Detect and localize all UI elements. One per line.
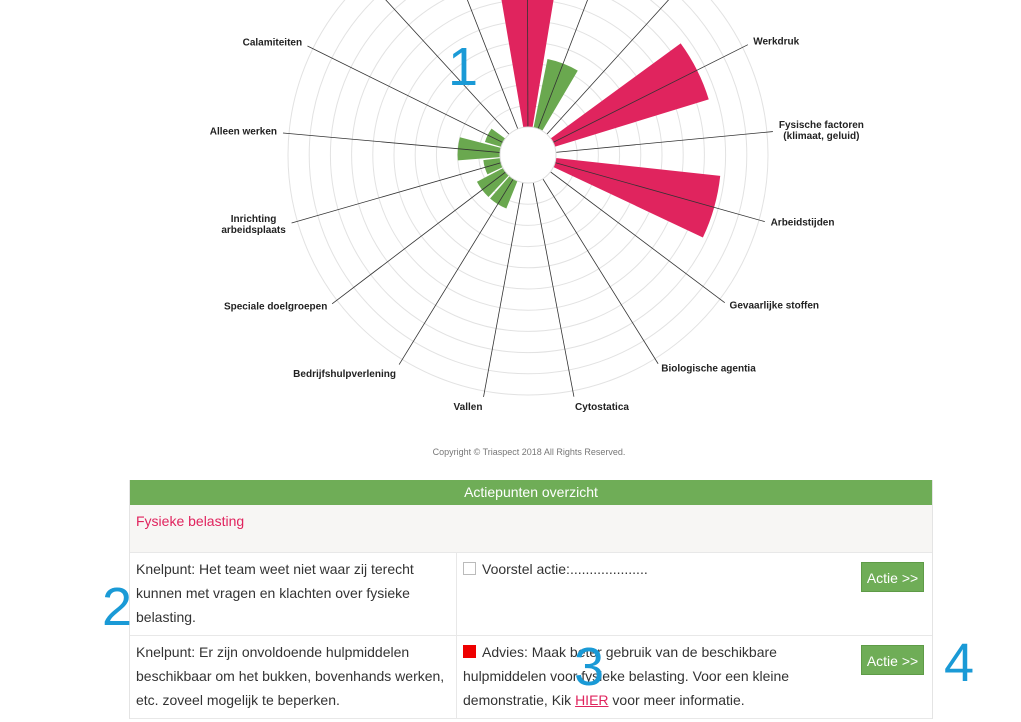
spoke xyxy=(527,0,588,156)
table-title: Actiepunten overzicht xyxy=(130,480,932,505)
spoke xyxy=(282,132,529,156)
spoke xyxy=(483,154,529,398)
grid-ring xyxy=(329,0,727,354)
spoke xyxy=(466,0,529,156)
spoke xyxy=(527,131,773,156)
marker: 3 xyxy=(574,637,605,697)
spoke xyxy=(527,154,575,397)
sector xyxy=(457,137,501,161)
category-label: Gevaarlijke stoffen xyxy=(729,300,820,312)
category-label: Fysische factoren (klimaat, geluid) xyxy=(778,120,864,142)
spoke xyxy=(385,0,529,156)
spoke xyxy=(398,154,529,365)
spoke xyxy=(527,154,659,364)
grid-ring xyxy=(351,0,705,332)
category-label: Vallen xyxy=(453,401,483,413)
sector xyxy=(484,128,506,147)
polar-chart xyxy=(282,0,773,398)
actiepunten-table: Actiepunten overzicht Fysieke belasting … xyxy=(129,480,933,719)
inner-circle xyxy=(499,126,557,184)
table-row: Knelpunt: Het team weet niet waar zij te… xyxy=(130,553,932,636)
section-title: Fysieke belasting xyxy=(130,505,932,553)
sector xyxy=(533,58,578,131)
actie-button[interactable]: Actie >> xyxy=(861,562,924,592)
table-row: Knelpunt: Er zijn onvoldoende hulpmiddel… xyxy=(130,636,932,719)
spoke xyxy=(291,154,529,224)
category-label: Speciale doelgroepen xyxy=(223,301,328,313)
voorstel: Voorstel actie:.................... xyxy=(482,561,648,577)
advies: Advies: Maak beter gebruik van de beschi… xyxy=(463,644,790,708)
category-label: Werkdruk xyxy=(753,36,800,48)
spoke xyxy=(527,44,749,156)
knelpunt: Knelpunt: Het team weet niet waar zij te… xyxy=(130,553,457,635)
spoke xyxy=(527,154,725,303)
category-label: Calamiteiten xyxy=(242,37,303,49)
advice-text: Advies: Maak beter gebruik van de beschi… xyxy=(463,640,803,712)
link[interactable]: HIER xyxy=(575,692,609,708)
category-label: Biologische agentia xyxy=(661,363,756,375)
sector xyxy=(553,158,721,238)
category-label: Alleen werken xyxy=(209,126,277,138)
marker: 2 xyxy=(102,577,133,637)
sector xyxy=(483,158,503,175)
grid-ring xyxy=(372,0,684,311)
marker: 4 xyxy=(944,633,975,693)
action-cell: Advies: Maak beter gebruik van de beschi… xyxy=(457,636,932,718)
advies-end: voor meer informatie. xyxy=(608,692,745,708)
spoke xyxy=(307,45,529,156)
copyright: Copyright © Triaspect 2018 All Rights Re… xyxy=(432,447,626,457)
category-label: Bedrijfshulpverlening xyxy=(293,368,396,380)
actie-button[interactable]: Actie >> xyxy=(861,645,924,675)
spoke xyxy=(527,154,765,223)
category-label: Cytostatica xyxy=(575,401,629,413)
marker: 1 xyxy=(448,37,479,97)
action-text: Voorstel actie:.................... xyxy=(463,557,803,581)
category-label: Arbeidstijden xyxy=(770,217,835,229)
sector xyxy=(490,176,518,209)
knelpunt: Knelpunt: Er zijn onvoldoende hulpmiddel… xyxy=(130,636,457,718)
spoke xyxy=(527,0,669,156)
sector xyxy=(550,43,709,147)
spoke xyxy=(331,154,529,305)
spoke xyxy=(527,0,529,156)
category-label: Inrichting arbeidsplaats xyxy=(221,213,286,236)
action-cell: Voorstel actie:.................... Acti… xyxy=(457,553,932,635)
checkbox[interactable] xyxy=(463,562,476,575)
grid-ring xyxy=(308,0,748,375)
status-square xyxy=(463,645,476,658)
grid-ring xyxy=(287,0,769,396)
